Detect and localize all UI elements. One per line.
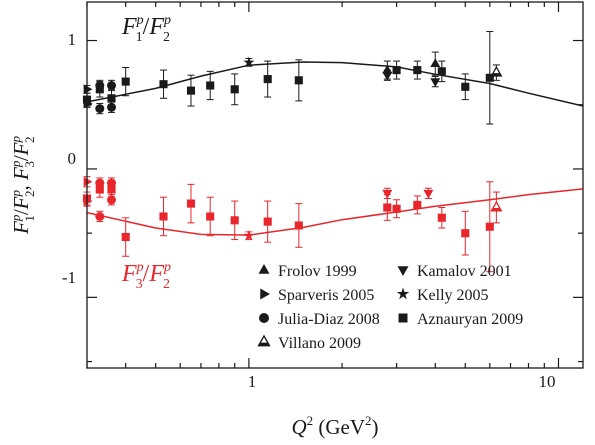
data-point-frolov-1999 (430, 58, 441, 67)
data-point-julia-diaz-2008 (95, 104, 105, 114)
data-point-julia-diaz-2008 (107, 81, 116, 90)
data-point-sparveris-2005 (83, 84, 93, 95)
data-point-aznauryan-2009 (485, 222, 494, 231)
data-point-julia-diaz-2008 (107, 102, 116, 112)
data-point-kelly-2005 (243, 56, 255, 68)
legend-label-villano-2009: Villano 2009 (278, 335, 361, 352)
triangle-up-icon (258, 264, 270, 274)
data-point-aznauryan-2009 (461, 82, 470, 91)
legend-entry-kelly-2005: Kelly 2005 (396, 287, 489, 304)
data-point-kelly-2005 (243, 229, 255, 241)
x-tick-label-10: 10 (539, 372, 556, 391)
square-icon (398, 313, 408, 323)
data-point-aznauryan-2009 (413, 66, 422, 75)
legend-entry-aznauryan-2009: Aznauryan 2009 (398, 311, 523, 328)
legend-label-aznauryan-2009: Aznauryan 2009 (417, 311, 523, 328)
data-point-aznauryan-2009 (186, 199, 196, 208)
legend-label-kamalov-2001: Kamalov 2001 (417, 263, 512, 280)
data-point-aznauryan-2009 (107, 185, 116, 194)
axis-ticks (86, 2, 583, 368)
data-point-aznauryan-2009 (485, 73, 494, 82)
legend-label-frolov-1999: Frolov 1999 (278, 263, 357, 280)
data-point-aznauryan-2009 (186, 86, 196, 95)
legend-entry-kamalov-2001: Kamalov 2001 (397, 263, 512, 280)
plot-frame (86, 1, 584, 369)
data-point-aznauryan-2009 (461, 229, 470, 238)
fit-curve-black (86, 61, 584, 107)
y-tick-label-minus-1: -1 (62, 268, 76, 287)
data-point-aznauryan-2009 (263, 75, 272, 84)
annotation-f3-over-f2: Fp 3/Fp 2 (121, 260, 171, 292)
data-point-julia-diaz-2008 (107, 178, 116, 188)
data-point-villano-2009 (490, 65, 503, 77)
data-point-kamalov-2001 (430, 78, 441, 87)
data-point-aznauryan-2009 (230, 85, 239, 94)
y-tick-label-1: 1 (68, 30, 77, 49)
legend-label-julia-diaz-2008: Julia-Diaz 2008 (278, 311, 380, 328)
data-point-aznauryan-2009 (230, 216, 239, 225)
data-point-kamalov-2001 (382, 71, 393, 81)
star-icon (396, 287, 410, 300)
data-point-aznauryan-2009 (159, 80, 168, 89)
data-point-aznauryan-2009 (294, 76, 303, 85)
x-axis-label: Q2 (GeV2) (291, 413, 378, 439)
error-bars (83, 31, 500, 273)
data-point-aznauryan-2009 (95, 85, 104, 94)
data-point-frolov-1999 (382, 64, 393, 74)
data-point-aznauryan-2009 (206, 212, 215, 221)
data-point-aznauryan-2009 (107, 94, 116, 103)
data-point-aznauryan-2009 (294, 221, 303, 230)
data-point-julia-diaz-2008 (95, 178, 105, 188)
fit-curves (86, 61, 584, 236)
data-point-villano-2009 (490, 200, 503, 212)
data-point-aznauryan-2009 (392, 204, 401, 213)
data-point-aznauryan-2009 (95, 185, 104, 194)
data-point-aznauryan-2009 (206, 81, 215, 90)
data-points (82, 56, 503, 242)
data-point-aznauryan-2009 (263, 217, 272, 226)
data-point-aznauryan-2009 (383, 203, 392, 212)
data-point-aznauryan-2009 (392, 66, 401, 75)
data-point-sparveris-2005 (83, 176, 93, 187)
annotation-f1-over-f2: Fp 1/Fp 2 (121, 13, 171, 45)
data-point-julia-diaz-2008 (95, 212, 105, 221)
circle-icon (259, 313, 269, 323)
legend-entry-sparveris-2005: Sparveris 2005 (260, 287, 374, 304)
triangle-down-icon (397, 266, 409, 276)
legend-entry-villano-2009: Villano 2009 (257, 334, 361, 352)
data-point-aznauryan-2009 (121, 77, 130, 86)
data-point-aznauryan-2009 (159, 212, 168, 221)
data-point-julia-diaz-2008 (107, 195, 116, 205)
y-tick-label-0: 0 (68, 149, 77, 168)
triangle-right-icon (260, 288, 270, 300)
data-point-kamalov-2001 (382, 189, 393, 199)
open-triangle-icon (257, 334, 271, 347)
data-point-aznauryan-2009 (437, 67, 446, 76)
data-point-kamalov-2001 (423, 189, 434, 199)
y-axis-label: Fp1/Fp2, Fp3/Fp2 (8, 136, 37, 236)
data-point-aznauryan-2009 (413, 200, 422, 209)
fit-curve-red (86, 188, 584, 236)
x-tick-label-1: 1 (248, 372, 257, 391)
legend-label-sparveris-2005: Sparveris 2005 (278, 287, 374, 304)
legend-entry-frolov-1999: Frolov 1999 (258, 263, 357, 280)
legend-entry-julia-diaz-2008: Julia-Diaz 2008 (259, 311, 380, 328)
data-point-aznauryan-2009 (437, 213, 446, 222)
legend: Frolov 1999 Kamalov 2001 Sparveris 2005 … (257, 263, 523, 352)
legend-label-kelly-2005: Kelly 2005 (417, 287, 489, 304)
data-point-aznauryan-2009 (121, 232, 130, 242)
